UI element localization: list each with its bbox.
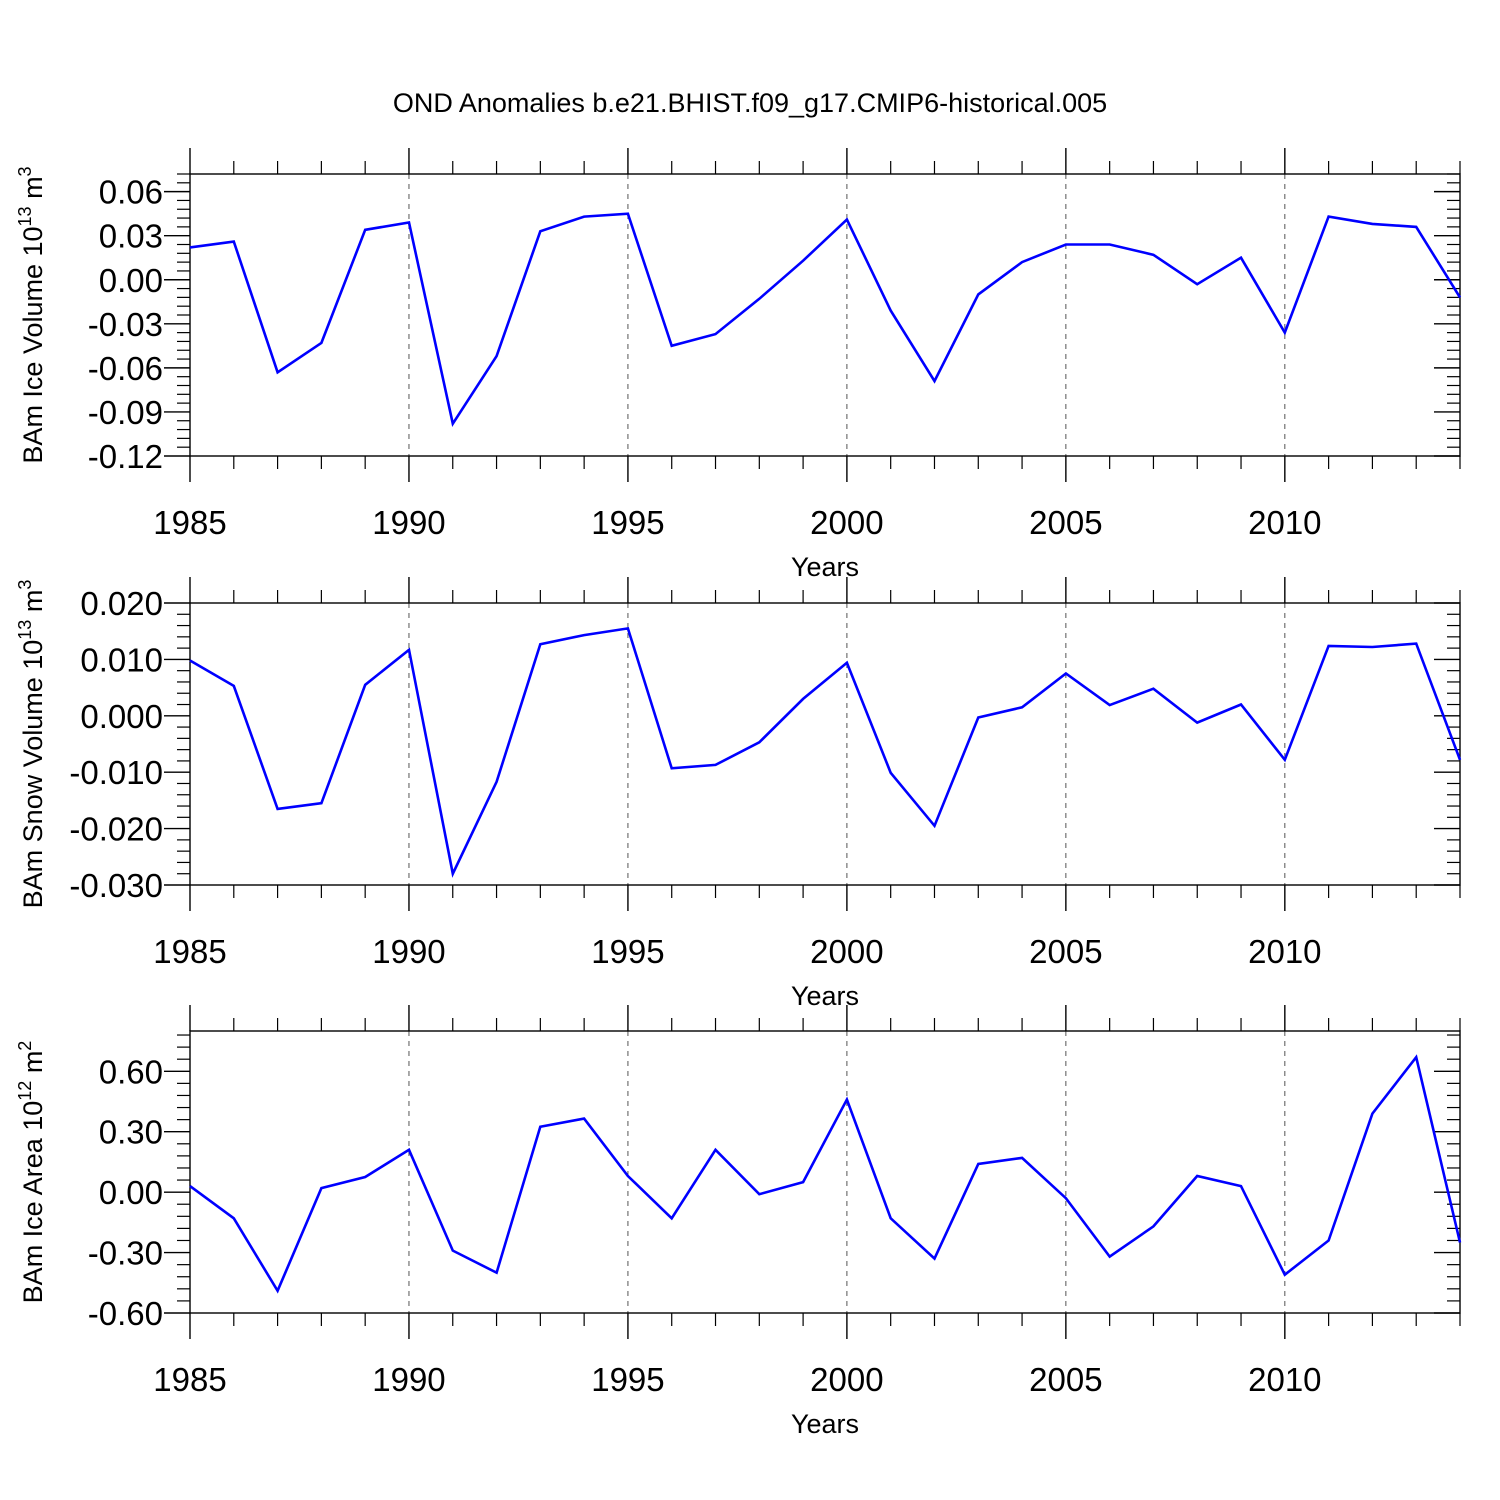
plot-frame (189, 602, 1461, 886)
panels: 1985 1990 1995 2000 2005 2010 -0.12 -0.09 -0.06 -… (15, 148, 1462, 1439)
y-tick-label: 0.00 (99, 262, 163, 299)
x-tick-label: 2010 (1248, 933, 1321, 970)
y-tick-label: 0.000 (80, 698, 163, 735)
y-tick-label: -0.03 (88, 306, 163, 343)
x-tick-label: 2000 (810, 933, 883, 970)
chart-panel-1: 1985 1990 1995 2000 2005 2010 -0.12 -0.09 -0.06 -… (15, 148, 1462, 582)
x-tick-label: 1990 (372, 933, 445, 970)
y-axis-label-superscript: 12 (15, 1081, 35, 1101)
x-tick-label: 1990 (372, 504, 445, 541)
x-tick-label: 1995 (591, 504, 664, 541)
y-tick-label: 0.60 (99, 1053, 163, 1090)
series-line (189, 626, 1462, 878)
y-tick-label: 0.30 (99, 1114, 163, 1151)
y-axis-label-superscript: 13 (15, 206, 35, 226)
y-axis-label-superscript: 3 (15, 166, 35, 176)
x-tick-label: 1995 (591, 933, 664, 970)
x-tick-label: 1995 (591, 1361, 664, 1398)
y-axis-label-superscript: 2 (15, 1041, 35, 1051)
y-axis-label: BAm Ice Volume 1013 m3 (15, 166, 48, 463)
x-tick-label: 1985 (153, 1361, 226, 1398)
plot-frame (189, 173, 1461, 457)
x-axis-label: Years (791, 1409, 859, 1439)
x-tick-label: 1985 (153, 504, 226, 541)
x-tick-label: 1990 (372, 1361, 445, 1398)
x-tick-label: 2005 (1029, 1361, 1102, 1398)
y-tick-label: -0.010 (69, 754, 163, 791)
y-tick-label: -0.60 (88, 1295, 163, 1332)
y-tick-label: -0.30 (88, 1235, 163, 1272)
x-tick-label: 2000 (810, 1361, 883, 1398)
x-tick-label: 2010 (1248, 1361, 1321, 1398)
x-tick-label: 2000 (810, 504, 883, 541)
y-axis-label-superscript: 13 (15, 620, 35, 640)
y-tick-label: 0.06 (99, 174, 163, 211)
y-tick-label: 0.020 (80, 585, 163, 622)
y-tick-label: -0.020 (69, 811, 163, 848)
y-axis-label: BAm Ice Area 1012 m2 (15, 1041, 48, 1304)
y-tick-label: 0.03 (99, 218, 163, 255)
y-axis-label-superscript: 3 (15, 580, 35, 590)
y-axis-label-part: m (18, 590, 48, 620)
chart-panel-2: 1985 1990 1995 2000 2005 2010 -0.030 -0.020 -0.0… (15, 577, 1462, 1011)
x-tick-label: 2010 (1248, 504, 1321, 541)
x-axis-label: Years (791, 552, 859, 582)
y-axis-label-part: BAm Ice Volume 10 (18, 226, 48, 463)
figure-title: OND Anomalies b.e21.BHIST.f09_g17.CMIP6-… (393, 88, 1107, 118)
plot-frame (189, 1030, 1461, 1314)
y-axis-label-part: BAm Ice Area 10 (18, 1101, 48, 1304)
x-tick-label: 1985 (153, 933, 226, 970)
chart-panel-3: 1985 1990 1995 2000 2005 2010 -0.60 -0.30 0.00 0.… (15, 1005, 1462, 1439)
y-axis-label: BAm Snow Volume 1013 m3 (15, 580, 48, 909)
x-axis-label: Years (791, 981, 859, 1011)
y-axis-label-part: m (18, 176, 48, 206)
y-tick-label: 0.010 (80, 641, 163, 678)
series-line (189, 212, 1462, 428)
y-tick-label: -0.06 (88, 350, 163, 387)
y-axis-label-part: BAm Snow Volume 10 (18, 640, 48, 909)
y-tick-label: -0.09 (88, 394, 163, 431)
x-tick-label: 2005 (1029, 504, 1102, 541)
y-axis-label-part: m (18, 1051, 48, 1081)
y-tick-label: -0.030 (69, 867, 163, 904)
series-line (189, 1054, 1462, 1294)
y-tick-label: -0.12 (88, 438, 163, 475)
y-tick-label: 0.00 (99, 1174, 163, 1211)
x-tick-label: 2005 (1029, 933, 1102, 970)
